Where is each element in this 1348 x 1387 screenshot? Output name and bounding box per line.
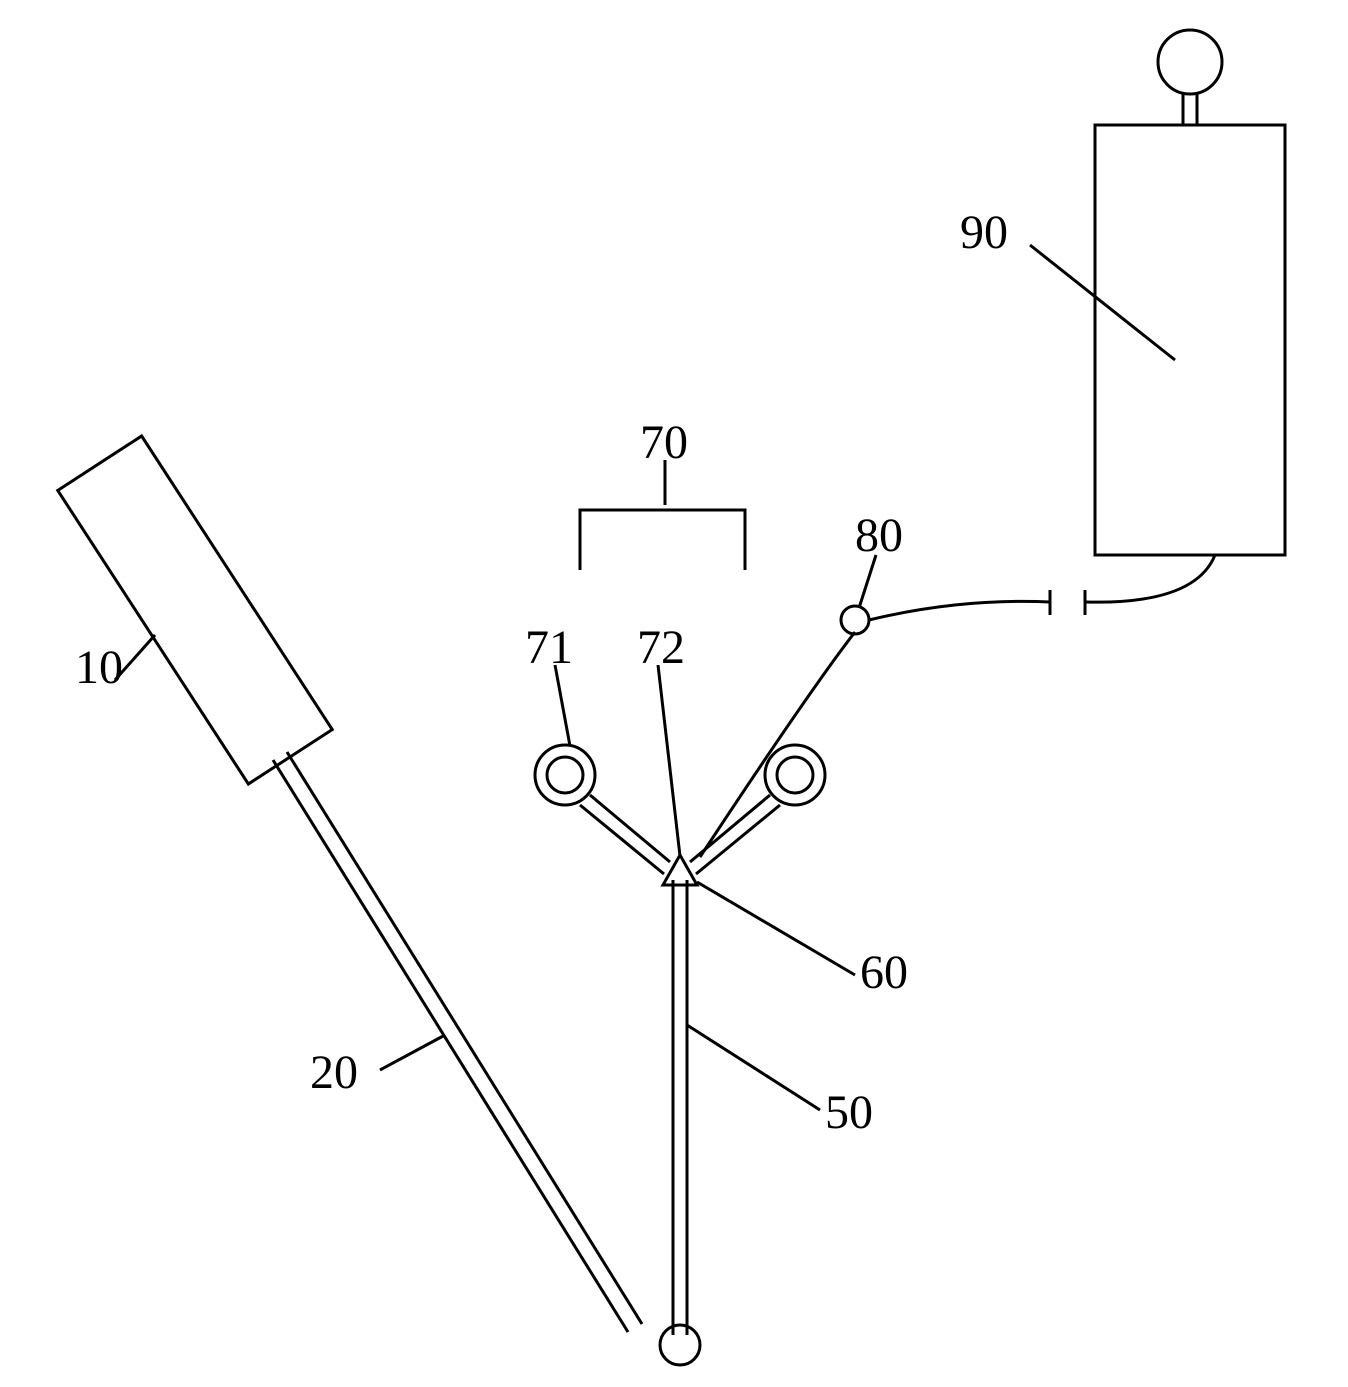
forceps-arm-right (696, 805, 780, 874)
leader-90 (1030, 245, 1175, 360)
component-90-body (1095, 125, 1285, 555)
component-71-ring-inner (547, 757, 583, 793)
label-90: 90 (960, 205, 1008, 260)
label-60: 60 (860, 945, 908, 1000)
label-20: 20 (310, 1045, 358, 1100)
leader-71 (555, 665, 570, 746)
component-50-ball (660, 1325, 700, 1365)
tube-segment (1085, 555, 1215, 602)
component-80-tube (700, 632, 855, 857)
component-10-body (58, 436, 332, 784)
tube-segment (869, 601, 1050, 620)
component-80-junction (841, 606, 869, 634)
component-20-shaft (287, 752, 642, 1324)
leader-72 (658, 665, 680, 856)
label-50: 50 (825, 1085, 873, 1140)
forceps-arm-left (580, 805, 664, 874)
bracket-70 (580, 510, 745, 570)
leader-20 (380, 1035, 445, 1070)
component-ring-right (765, 745, 825, 805)
component-71-ring (535, 745, 595, 805)
label-10: 10 (75, 640, 123, 695)
leader-50 (687, 1025, 820, 1110)
component-90-ball (1158, 30, 1222, 94)
label-70: 70 (640, 415, 688, 470)
label-71: 71 (525, 620, 573, 675)
label-80: 80 (855, 508, 903, 563)
schematic-diagram (0, 0, 1348, 1387)
forceps-arm-left (590, 795, 670, 862)
leader-60 (697, 882, 855, 975)
label-72: 72 (637, 620, 685, 675)
component-ring-right-inner (777, 757, 813, 793)
